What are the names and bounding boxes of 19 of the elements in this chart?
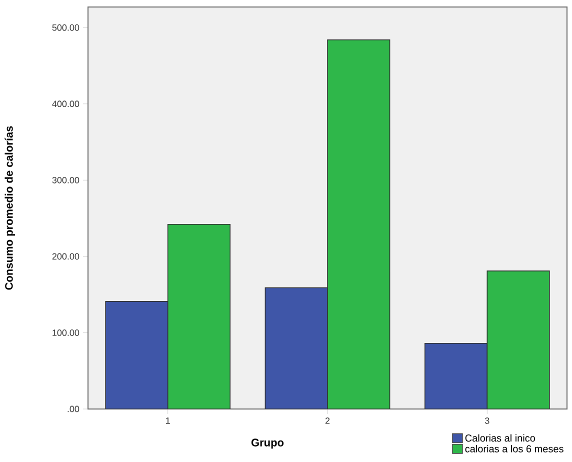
- bar: [168, 224, 230, 409]
- x-tick-label: 3: [485, 418, 490, 424]
- y-tick-label: 400.00: [52, 100, 80, 108]
- y-tick-label: 100.00: [52, 330, 80, 336]
- x-tick-label: 2: [325, 418, 330, 424]
- y-tick-label: 500.00: [52, 24, 80, 31]
- x-tick-label: 1: [166, 418, 170, 424]
- bar: [106, 301, 168, 409]
- y-axis-title: Consumo promedio de calorías: [4, 126, 16, 290]
- x-axis-title: Grupo: [251, 438, 284, 449]
- y-tick-label: 300.00: [52, 176, 80, 184]
- bar: [424, 342, 488, 409]
- legend-label: calorias a los 6 meses: [465, 445, 564, 452]
- y-tick-label: .00: [68, 406, 80, 412]
- bar: [264, 287, 328, 409]
- legend-label: Calorias al inico: [465, 434, 536, 442]
- y-tick-label: 200.00: [52, 253, 80, 260]
- bar: [327, 39, 390, 409]
- bar: [486, 270, 550, 409]
